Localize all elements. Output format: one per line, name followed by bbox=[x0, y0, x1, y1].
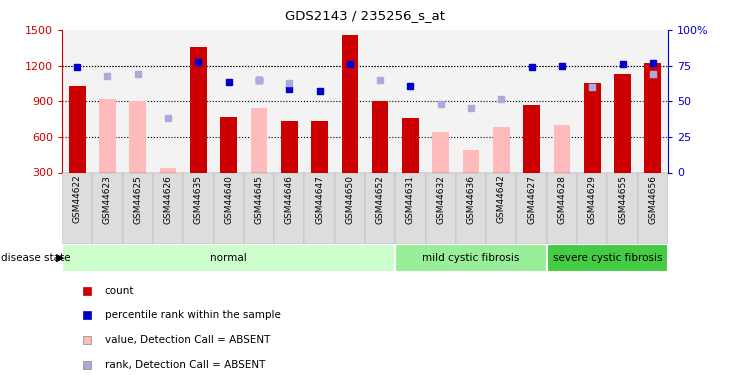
Bar bbox=[160, 168, 177, 172]
Bar bbox=[426, 172, 456, 244]
Text: value, Detection Call = ABSENT: value, Detection Call = ABSENT bbox=[105, 335, 270, 345]
Bar bbox=[584, 84, 601, 172]
Bar bbox=[183, 172, 214, 244]
Text: GSM44640: GSM44640 bbox=[224, 175, 233, 223]
Bar bbox=[274, 172, 304, 244]
Bar bbox=[577, 30, 607, 172]
Text: GSM44631: GSM44631 bbox=[406, 175, 415, 223]
Text: GSM44626: GSM44626 bbox=[164, 175, 172, 223]
Text: GSM44655: GSM44655 bbox=[618, 175, 627, 223]
Bar bbox=[493, 128, 510, 172]
Bar bbox=[220, 117, 237, 172]
Bar bbox=[311, 122, 328, 172]
Text: GSM44645: GSM44645 bbox=[255, 175, 264, 223]
Bar bbox=[547, 244, 668, 272]
Bar bbox=[99, 99, 116, 172]
Bar bbox=[638, 172, 668, 244]
Bar bbox=[244, 172, 274, 244]
Bar bbox=[342, 35, 358, 172]
Bar bbox=[93, 172, 123, 244]
Bar bbox=[214, 172, 244, 244]
Text: GSM44635: GSM44635 bbox=[194, 175, 203, 223]
Bar bbox=[153, 172, 183, 244]
Bar bbox=[244, 30, 274, 172]
Bar bbox=[365, 30, 396, 172]
Text: GDS2143 / 235256_s_at: GDS2143 / 235256_s_at bbox=[285, 9, 445, 22]
Bar bbox=[456, 172, 486, 244]
Bar bbox=[517, 30, 547, 172]
Bar bbox=[607, 30, 638, 172]
Text: GSM44652: GSM44652 bbox=[376, 175, 385, 223]
Text: rank, Detection Call = ABSENT: rank, Detection Call = ABSENT bbox=[105, 360, 265, 370]
Text: GSM44646: GSM44646 bbox=[285, 175, 293, 223]
Bar bbox=[372, 101, 388, 172]
Bar bbox=[426, 30, 456, 172]
Bar bbox=[281, 122, 298, 172]
Bar bbox=[553, 125, 570, 172]
Text: GSM44622: GSM44622 bbox=[73, 175, 82, 223]
Text: GSM44628: GSM44628 bbox=[558, 175, 566, 223]
Text: ▶: ▶ bbox=[56, 253, 65, 263]
Text: GSM44647: GSM44647 bbox=[315, 175, 324, 223]
Bar bbox=[304, 30, 335, 172]
Bar bbox=[607, 172, 638, 244]
Bar bbox=[129, 101, 146, 172]
Bar bbox=[463, 150, 480, 172]
Text: GSM44656: GSM44656 bbox=[648, 175, 657, 223]
Bar bbox=[547, 172, 577, 244]
Bar bbox=[365, 172, 396, 244]
Bar bbox=[62, 30, 93, 172]
Bar bbox=[486, 172, 517, 244]
Bar bbox=[304, 172, 335, 244]
Text: severe cystic fibrosis: severe cystic fibrosis bbox=[553, 253, 662, 263]
Bar bbox=[432, 132, 449, 172]
Text: GSM44636: GSM44636 bbox=[466, 175, 475, 223]
Bar bbox=[69, 86, 85, 172]
Bar bbox=[396, 172, 426, 244]
Bar bbox=[62, 172, 93, 244]
Text: normal: normal bbox=[210, 253, 247, 263]
Bar bbox=[645, 63, 661, 173]
Text: GSM44625: GSM44625 bbox=[134, 175, 142, 223]
Text: GSM44650: GSM44650 bbox=[345, 175, 354, 223]
Bar bbox=[577, 172, 607, 244]
Bar bbox=[547, 30, 577, 172]
Text: mild cystic fibrosis: mild cystic fibrosis bbox=[423, 253, 520, 263]
Bar bbox=[486, 30, 517, 172]
Bar bbox=[638, 30, 668, 172]
Text: GSM44642: GSM44642 bbox=[497, 175, 506, 223]
Bar bbox=[123, 30, 153, 172]
Text: GSM44629: GSM44629 bbox=[588, 175, 596, 223]
Bar bbox=[214, 30, 244, 172]
Bar bbox=[183, 30, 214, 172]
Bar bbox=[153, 30, 183, 172]
Bar bbox=[274, 30, 304, 172]
Bar bbox=[402, 118, 419, 172]
Bar bbox=[396, 30, 426, 172]
Text: GSM44632: GSM44632 bbox=[437, 175, 445, 223]
Bar bbox=[335, 30, 365, 172]
Bar bbox=[335, 172, 365, 244]
Bar bbox=[396, 244, 547, 272]
Bar bbox=[62, 244, 396, 272]
Text: count: count bbox=[105, 285, 134, 296]
Bar bbox=[123, 172, 153, 244]
Bar bbox=[614, 74, 631, 172]
Text: GSM44627: GSM44627 bbox=[527, 175, 536, 223]
Text: percentile rank within the sample: percentile rank within the sample bbox=[105, 310, 281, 320]
Bar bbox=[456, 30, 486, 172]
Text: GSM44623: GSM44623 bbox=[103, 175, 112, 223]
Bar bbox=[93, 30, 123, 172]
Bar bbox=[190, 46, 207, 172]
Bar bbox=[523, 105, 540, 172]
Bar bbox=[517, 172, 547, 244]
Text: disease state: disease state bbox=[1, 253, 71, 263]
Bar bbox=[250, 108, 267, 172]
